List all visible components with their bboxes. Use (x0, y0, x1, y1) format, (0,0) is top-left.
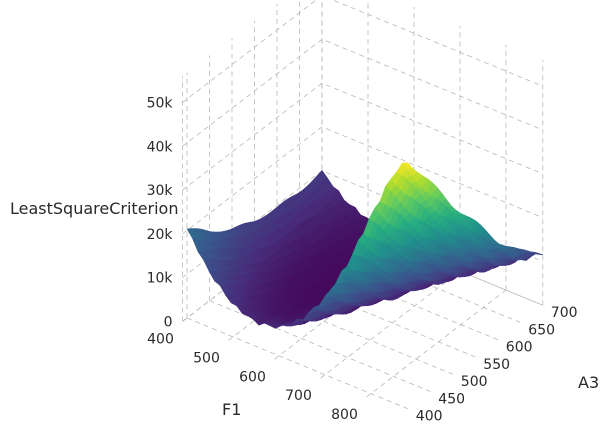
z-tick-label: 0 (164, 314, 173, 330)
y-tick-label: 400 (416, 409, 443, 425)
floor-line-a3 (186, 317, 408, 410)
z-axis-title: LeastSquareCriterion (10, 199, 178, 218)
z-tick-label: 40k (147, 139, 174, 155)
x-tick-label: 500 (193, 350, 220, 366)
grid-line-z (182, 126, 543, 235)
grid-line-z (182, 82, 543, 191)
floor-line-a3 (209, 300, 431, 392)
x-tick-label: 700 (285, 388, 312, 404)
z-tick-label: 20k (147, 227, 174, 243)
floor-line-f1 (320, 270, 461, 379)
x-tick-label: 800 (331, 407, 358, 423)
x-axis-title: F1 (222, 400, 241, 419)
z-tick-label: 30k (147, 183, 174, 199)
x-tick-label: 600 (239, 369, 266, 385)
y-tick-label: 650 (528, 322, 555, 338)
y-tick-label: 600 (506, 340, 533, 356)
grid-line-z (182, 38, 543, 147)
z-tick-label: 50k (147, 95, 174, 111)
grid-line-z (182, 0, 543, 103)
y-tick-label: 700 (551, 305, 578, 321)
floor-line-f1 (366, 289, 507, 398)
z-tick-label: 10k (147, 271, 174, 287)
surface-patch (401, 162, 413, 169)
x-tick-label: 400 (147, 331, 174, 347)
axis-grid (182, 0, 544, 410)
y-tick-label: 450 (438, 391, 465, 407)
surface-mesh (186, 162, 544, 329)
y-tick-label: 550 (483, 357, 510, 373)
y-axis-title: A3 (578, 373, 599, 392)
y-tick-label: 500 (461, 374, 488, 390)
